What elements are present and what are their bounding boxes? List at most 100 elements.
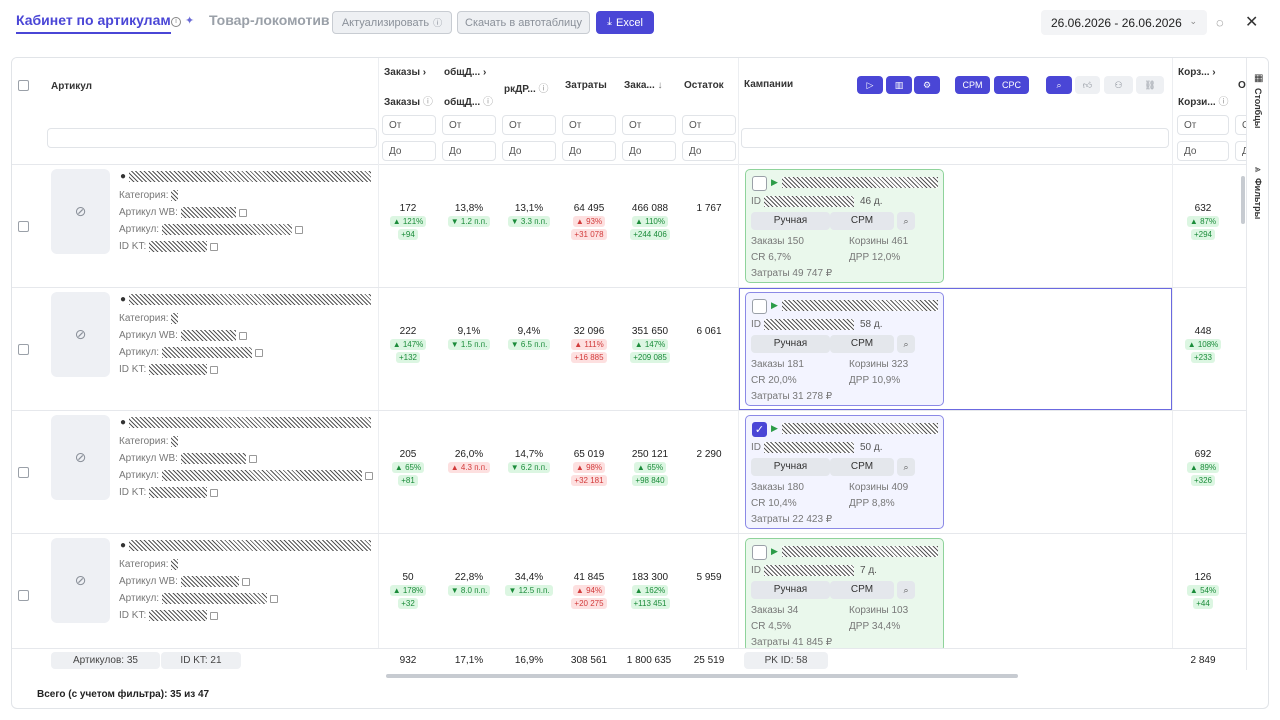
campaign-card[interactable]: ▶ ID 7 д. Ручная CPM ⌕ Заказы 34 Корзины 103 CR… <box>745 538 944 652</box>
campaign-name[interactable] <box>782 423 938 434</box>
search-icon[interactable]: ⌕ <box>897 335 915 353</box>
row-checkbox[interactable] <box>18 467 29 478</box>
col-article[interactable]: Артикул <box>51 81 93 92</box>
tab-article-cabinet[interactable]: Кабинет по артикулам <box>16 12 171 34</box>
manual-type-pill[interactable]: Ручная <box>751 581 830 599</box>
table-row[interactable]: ⊘ ● Категория: Артикул WB: Артикул: ID KT… <box>12 288 1246 411</box>
campaign-name[interactable] <box>782 300 938 311</box>
col-orders[interactable]: Заказы ⓘ <box>384 93 433 108</box>
thumbs-up-icon[interactable]: 👍︎ <box>1075 76 1100 94</box>
copy-icon[interactable] <box>248 454 257 463</box>
link-icon[interactable]: ⛓ <box>1136 76 1164 94</box>
sparkle-icon[interactable]: ✦ <box>185 15 195 27</box>
col-costs[interactable]: Затраты <box>565 80 607 91</box>
eye-off-icon[interactable]: ◌ <box>1216 15 1224 30</box>
campaign-card[interactable]: ▶ ID 46 д. Ручная CPM ⌕ Заказы 150 Корзины 461… <box>745 169 944 283</box>
play-icon[interactable]: ▶ <box>771 423 778 433</box>
campaign-checkbox[interactable] <box>752 545 767 560</box>
play-icon[interactable]: ▶ <box>771 546 778 556</box>
cpm-type-pill[interactable]: CPM <box>830 458 894 476</box>
col-total-group[interactable]: общД... › <box>444 67 487 78</box>
cpm-type-pill[interactable]: CPM <box>830 335 894 353</box>
costs-from-input[interactable]: От <box>562 115 616 135</box>
copy-icon[interactable] <box>269 594 278 603</box>
product-name[interactable]: ● <box>120 294 371 305</box>
col-orders-group[interactable]: Заказы › <box>384 67 427 78</box>
search-icon[interactable]: ⌕ <box>897 581 915 599</box>
col-o[interactable]: О <box>1238 80 1246 91</box>
orders-from-input[interactable]: От <box>382 115 436 135</box>
row-checkbox[interactable] <box>18 221 29 232</box>
search-icon[interactable]: ⌕ <box>1046 76 1072 94</box>
rk-from-input[interactable]: От <box>502 115 556 135</box>
columns-icon[interactable]: ▥ <box>886 76 912 94</box>
actualize-button[interactable]: Актуализировать ⓘ <box>332 11 452 34</box>
col-total[interactable]: общД... ⓘ <box>444 93 493 108</box>
col-rk[interactable]: ркДР... ⓘ <box>504 80 549 95</box>
copy-icon[interactable] <box>238 331 247 340</box>
copy-icon[interactable] <box>254 348 263 357</box>
columns-panel-toggle[interactable]: Столбцы <box>1253 88 1263 129</box>
campaign-checkbox[interactable] <box>752 176 767 191</box>
close-icon[interactable]: ✕ <box>1245 14 1259 31</box>
product-name[interactable]: ● <box>120 540 371 551</box>
cpc-filter-button[interactable]: CPC <box>994 76 1029 94</box>
copy-icon[interactable] <box>241 577 250 586</box>
sum-from-input[interactable]: От <box>622 115 676 135</box>
table-row[interactable]: ⊘ ● Категория: Артикул WB: Артикул: ID KT… <box>12 411 1246 534</box>
costs-to-input[interactable]: До <box>562 141 616 161</box>
cpm-type-pill[interactable]: CPM <box>830 581 894 599</box>
download-autotable-button[interactable]: Скачать в автотаблицу <box>457 11 590 34</box>
col-carts-group[interactable]: Корз... › <box>1178 67 1216 78</box>
table-row[interactable]: ⊘ ● Категория: Артикул WB: Артикул: ID KT… <box>12 165 1246 288</box>
cpm-filter-button[interactable]: CPM <box>955 76 990 94</box>
info-icon[interactable]: i <box>171 17 181 27</box>
article-filter-input[interactable] <box>47 128 377 148</box>
campaign-name[interactable] <box>782 177 938 188</box>
campaigns-filter-input[interactable] <box>741 128 1169 148</box>
total-from-input[interactable]: От <box>442 115 496 135</box>
sum-to-input[interactable]: До <box>622 141 676 161</box>
orders-to-input[interactable]: До <box>382 141 436 161</box>
tab-locomotive[interactable]: Товар-локомотив <box>209 12 330 28</box>
cpm-type-pill[interactable]: CPM <box>830 212 894 230</box>
vertical-scrollbar[interactable] <box>1241 176 1245 224</box>
copy-icon[interactable] <box>210 242 219 251</box>
campaign-name[interactable] <box>782 546 938 557</box>
search-icon[interactable]: ⌕ <box>897 212 915 230</box>
campaign-checkbox[interactable]: ✓ <box>752 422 767 437</box>
copy-icon[interactable] <box>294 225 303 234</box>
copy-icon[interactable] <box>364 471 373 480</box>
campaign-checkbox[interactable] <box>752 299 767 314</box>
excel-button[interactable]: ⤓ Excel <box>596 11 654 34</box>
search-icon[interactable]: ⌕ <box>897 458 915 476</box>
carts-from-input[interactable]: От <box>1177 115 1229 135</box>
group-icon[interactable]: ⚇ <box>1104 76 1133 94</box>
copy-icon[interactable] <box>238 208 247 217</box>
campaign-card[interactable]: ✓ ▶ ID 50 д. Ручная CPM ⌕ Заказы 180 Корзины 40… <box>745 415 944 529</box>
product-name[interactable]: ● <box>120 171 371 182</box>
filters-panel-toggle[interactable]: Фильтры <box>1253 178 1263 220</box>
play-icon[interactable]: ▶ <box>771 177 778 187</box>
select-all-checkbox[interactable] <box>18 80 29 91</box>
copy-icon[interactable] <box>210 611 219 620</box>
copy-icon[interactable] <box>210 488 219 497</box>
settings-icon[interactable]: ⚙ <box>914 76 940 94</box>
col-carts[interactable]: Корзи... ⓘ <box>1178 93 1228 108</box>
manual-type-pill[interactable]: Ручная <box>751 458 830 476</box>
manual-type-pill[interactable]: Ручная <box>751 212 830 230</box>
col-campaigns[interactable]: Кампании <box>744 79 794 90</box>
total-to-input[interactable]: До <box>442 141 496 161</box>
stock-from-input[interactable]: От <box>682 115 736 135</box>
date-range-select[interactable]: 26.06.2026 - 26.06.2026 ⌄ <box>1041 10 1207 35</box>
campaign-card[interactable]: ▶ ID 58 д. Ручная CPM ⌕ Заказы 181 Корзины 323… <box>745 292 944 406</box>
play-icon[interactable]: ▷ <box>857 76 883 94</box>
rk-to-input[interactable]: До <box>502 141 556 161</box>
horizontal-scrollbar[interactable] <box>386 674 1018 678</box>
row-checkbox[interactable] <box>18 344 29 355</box>
row-checkbox[interactable] <box>18 590 29 601</box>
copy-icon[interactable] <box>210 365 219 374</box>
table-row[interactable]: ⊘ ● Категория: Артикул WB: Артикул: ID KT… <box>12 534 1246 657</box>
stock-to-input[interactable]: До <box>682 141 736 161</box>
manual-type-pill[interactable]: Ручная <box>751 335 830 353</box>
